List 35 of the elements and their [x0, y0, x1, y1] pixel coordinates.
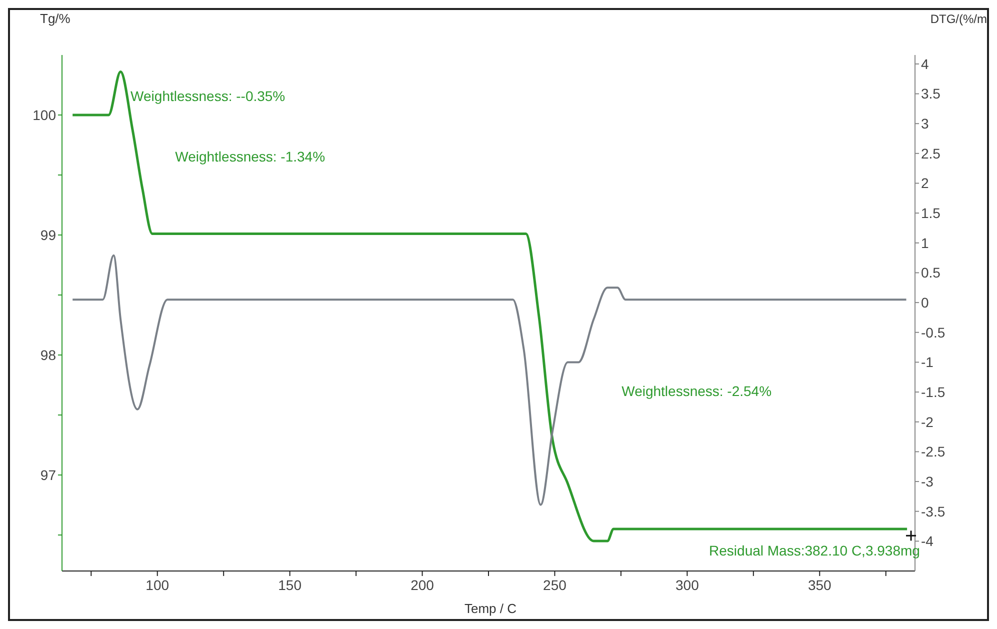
y-tick-label: 97 — [40, 466, 56, 483]
y-tick-label: 98 — [40, 346, 56, 363]
y2-tick-label: -1 — [921, 354, 934, 370]
line-series — [72, 254, 908, 506]
y-tick-label: 100 — [32, 106, 56, 123]
y2-tick-label: 3 — [921, 116, 929, 132]
y2-tick-label: 1 — [921, 234, 929, 251]
y2-tick-label: -2.5 — [921, 444, 946, 460]
line-series — [71, 70, 908, 542]
y2-tick-label: -2 — [921, 414, 934, 430]
y2-tick-label: -0.5 — [921, 324, 946, 340]
y2-tick-label: -3.5 — [921, 503, 946, 520]
y2-tick-label: -3 — [921, 473, 934, 490]
x-tick-label: 350 — [808, 576, 832, 593]
y2-tick-label: 0.5 — [921, 264, 941, 281]
x-tick-label: 300 — [676, 576, 700, 593]
y2-tick-label: 0 — [921, 294, 929, 311]
y2-tick-label: 4 — [921, 56, 929, 72]
y2-axis-title: DTG/(%/m — [930, 12, 987, 26]
y2-tick-label: 2 — [921, 175, 929, 192]
annotation: Weightlessness: -1.34% — [175, 148, 326, 165]
y2-tick-label: -1.5 — [921, 384, 946, 400]
annotation: Weightlessness: --0.35% — [130, 88, 286, 104]
y-axis-title: Tg/% — [40, 11, 71, 26]
annotation: Weightlessness: -2.54% — [622, 383, 772, 400]
x-axis-title: Temp / C — [464, 601, 517, 616]
y2-tick-label: 1.5 — [921, 205, 941, 222]
x-tick-label: 100 — [146, 576, 170, 593]
y2-tick-label: 2.5 — [921, 145, 941, 162]
y2-tick-label: -4 — [921, 533, 934, 550]
y-tick-label: 99 — [40, 226, 56, 243]
x-tick-label: 150 — [278, 576, 302, 593]
x-tick-label: 250 — [543, 576, 567, 593]
x-tick-label: 200 — [410, 576, 434, 593]
y2-tick-label: 3.5 — [921, 86, 941, 102]
